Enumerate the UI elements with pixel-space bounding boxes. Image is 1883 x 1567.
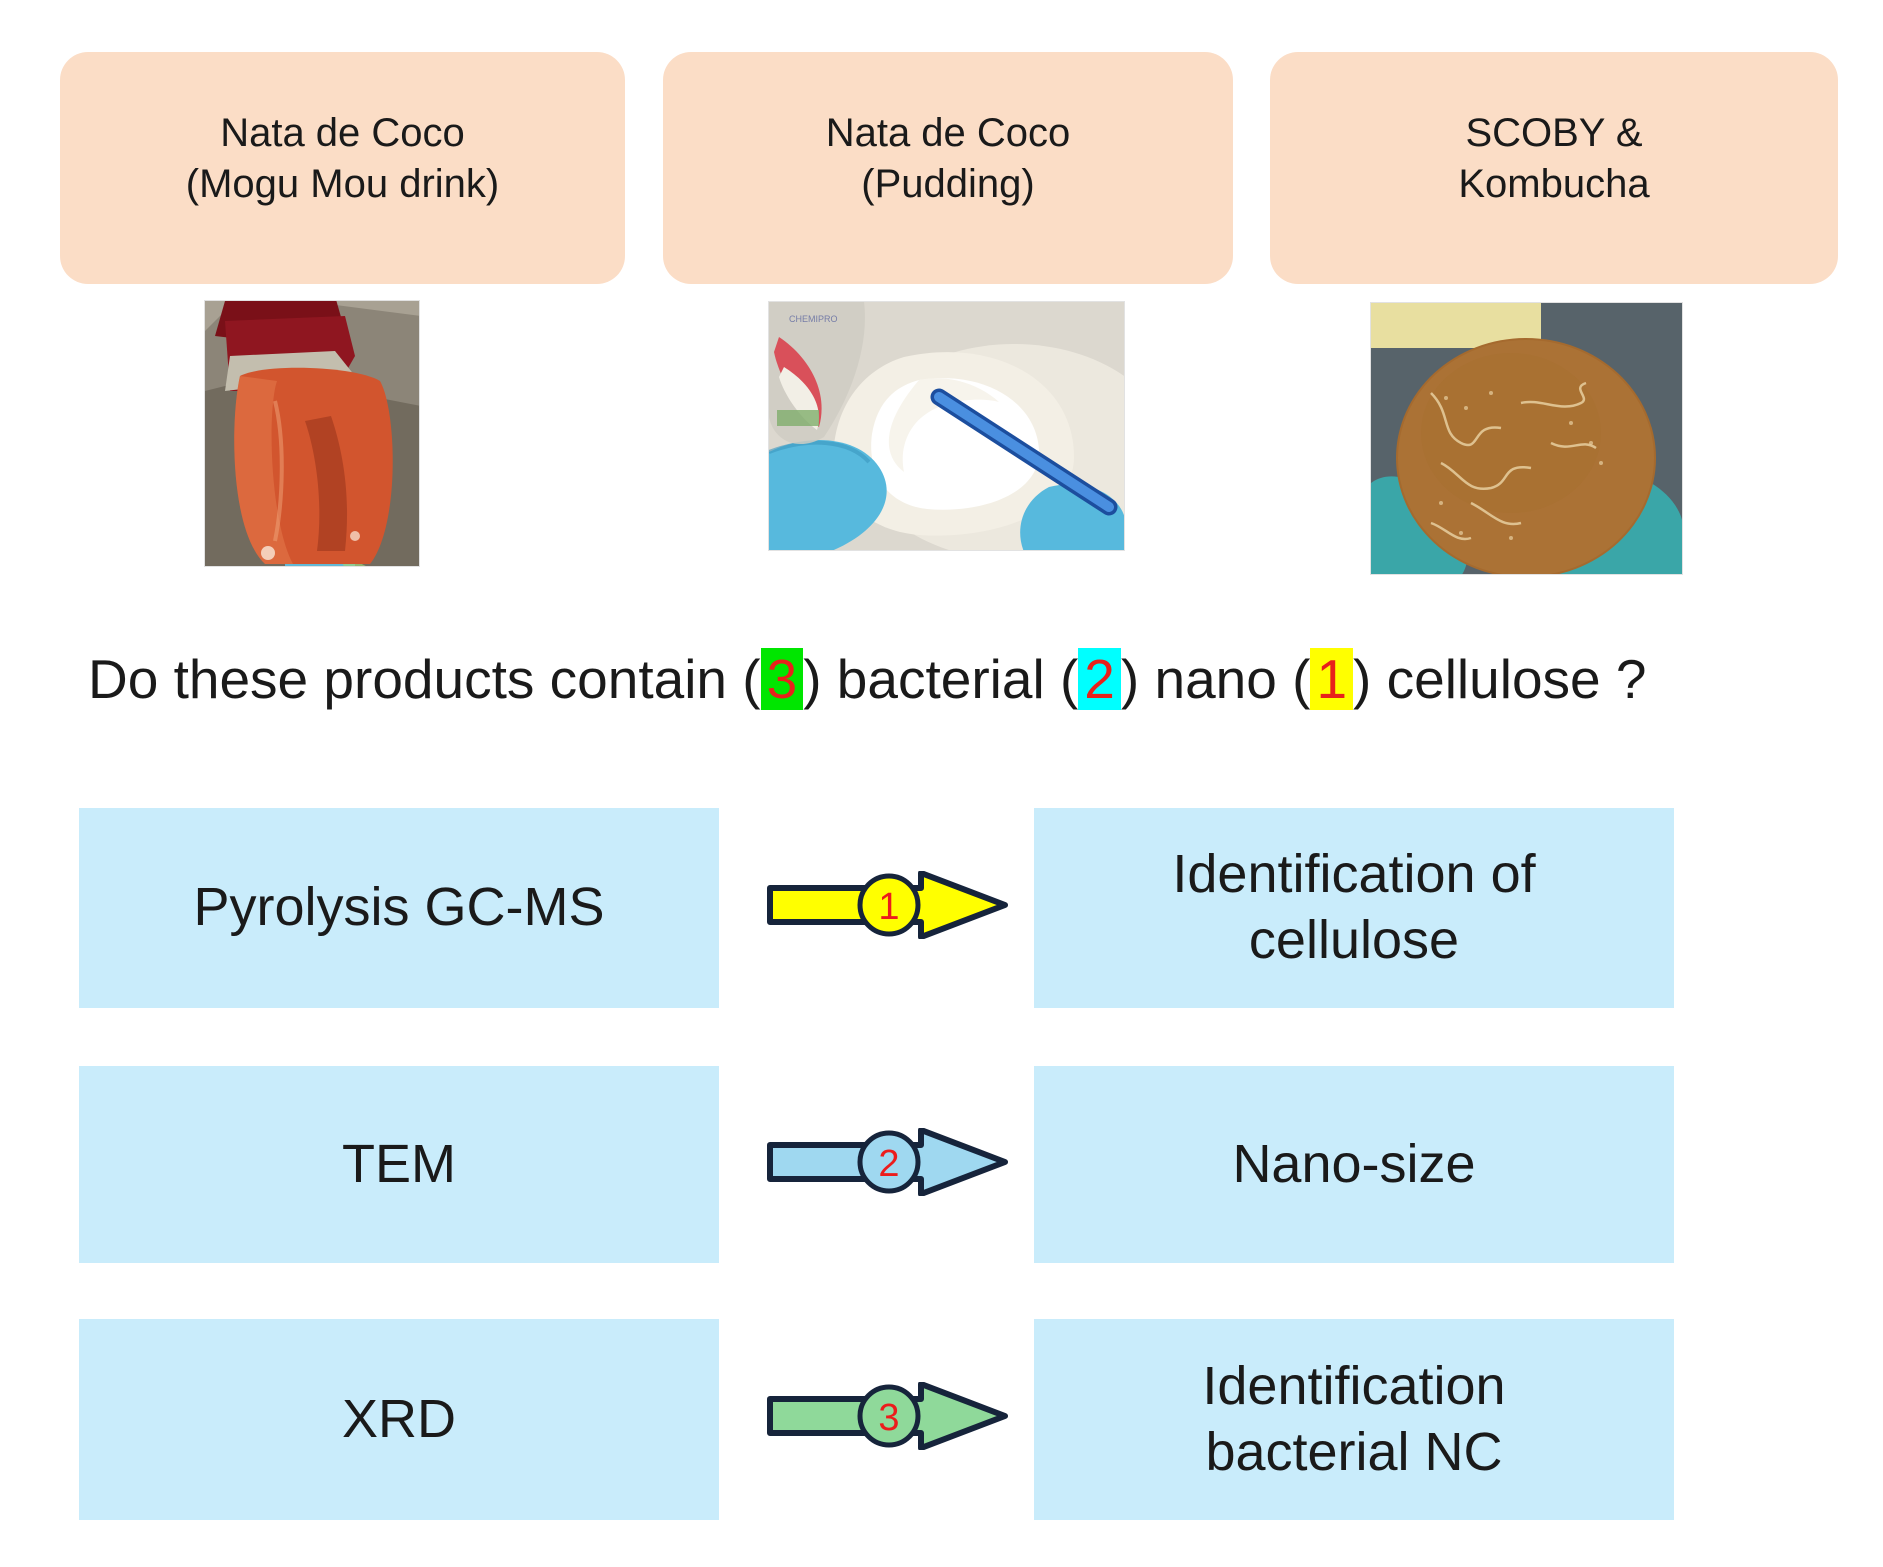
svg-text:CHEMIPRO: CHEMIPRO xyxy=(789,314,838,324)
svg-text:3: 3 xyxy=(878,1397,899,1439)
svg-text:2: 2 xyxy=(878,1143,899,1185)
svg-text:1: 1 xyxy=(878,886,899,928)
